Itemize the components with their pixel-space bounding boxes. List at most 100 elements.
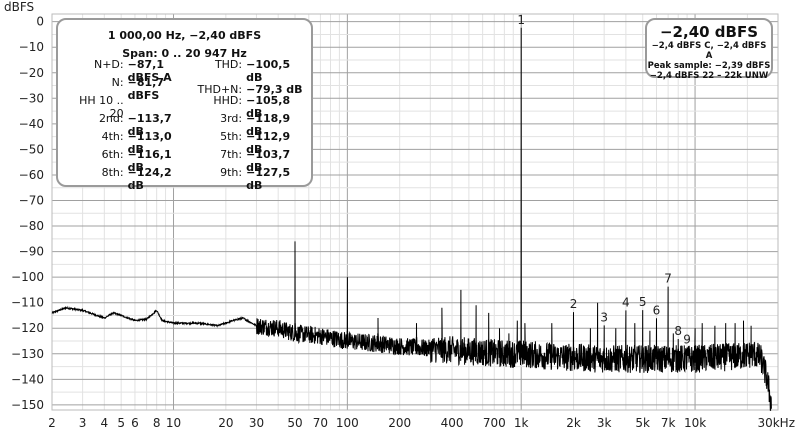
y-axis-unit: dBFS xyxy=(4,0,34,14)
x-tick-label: 400 xyxy=(441,416,464,430)
measurement-value: −127,5 dB xyxy=(246,166,291,192)
measurement-key: HHD: xyxy=(213,94,243,107)
y-tick-label: −50 xyxy=(19,142,44,156)
measurement-key: 4th: xyxy=(101,130,124,143)
y-tick-label: 0 xyxy=(36,15,44,29)
measurement-row: HH 10 .. 20 HHD: −105,8 dB xyxy=(66,94,303,120)
harmonic-label: 8 xyxy=(674,324,682,338)
plot-frame xyxy=(51,13,779,411)
x-tick-label: 2 xyxy=(48,416,56,430)
measurement-cell: N: −81,7 dBFS xyxy=(66,76,185,102)
x-tick-label: 30kHz xyxy=(757,416,795,430)
measurement-value: −105,8 dB xyxy=(246,94,291,120)
measurement-cell: THD: −100,5 dB xyxy=(185,58,304,84)
y-tick-label: −30 xyxy=(19,91,44,105)
x-tick-label: 2k xyxy=(566,416,581,430)
y-tick-label: −140 xyxy=(11,372,44,386)
measurement-key: 8th: xyxy=(101,166,124,179)
measurement-cell: N+D: −87,1 dBFS A xyxy=(66,58,185,84)
measurement-value: −113,0 dB xyxy=(127,130,172,156)
measurement-row: 8th: −124,2 dB 9th: −127,5 dB xyxy=(66,166,303,192)
x-tick-label: 200 xyxy=(388,416,411,430)
harmonic-label: 3 xyxy=(600,310,608,324)
measurement-value: −87,1 dBFS A xyxy=(127,58,172,84)
measurement-cell: 5th: −112,9 dB xyxy=(185,130,304,156)
x-tick-label: 10 xyxy=(166,416,181,430)
x-tick-label: 100 xyxy=(336,416,359,430)
x-tick-label: 70 xyxy=(313,416,328,430)
measurement-value: −116,1 dB xyxy=(127,148,172,174)
x-tick-label: 30 xyxy=(249,416,264,430)
measurement-row: 4th: −113,0 dB 5th: −112,9 dB xyxy=(66,130,303,156)
y-tick-label: −90 xyxy=(19,245,44,259)
measurement-value: −112,9 dB xyxy=(246,130,291,156)
x-tick-label: 3k xyxy=(597,416,612,430)
harmonic-label: 4 xyxy=(622,295,630,309)
measurement-cell: 3rd: −118,9 dB xyxy=(185,112,304,138)
measurement-row: 2nd: −113,7 dB 3rd: −118,9 dB xyxy=(66,112,303,138)
x-tick-label: 4 xyxy=(101,416,109,430)
x-tick-label: 1k xyxy=(514,416,529,430)
x-tick-label: 3 xyxy=(79,416,87,430)
measurement-key: THD+N: xyxy=(197,82,243,96)
measurement-info-panel: 1 000,00 Hz, −2,40 dBFS Span: 0 .. 20 94… xyxy=(56,18,313,192)
y-tick-label: −60 xyxy=(19,168,44,182)
measurement-cell: THD+N: −79,3 dB xyxy=(185,83,304,96)
level-weighted: −2,4 dBFS C, −2,4 dBFS A xyxy=(651,41,767,61)
measurement-key: 2nd: xyxy=(98,112,124,125)
measurement-key: 9th: xyxy=(220,166,243,179)
harmonic-label: 2 xyxy=(570,297,578,311)
harmonic-label: 7 xyxy=(664,272,672,286)
y-tick-label: −120 xyxy=(11,321,44,335)
x-tick-label: 6 xyxy=(131,416,139,430)
measurement-cell: 2nd: −113,7 dB xyxy=(66,112,185,138)
y-tick-label: −110 xyxy=(11,296,44,310)
harmonic-label: 1 xyxy=(517,13,525,27)
measurement-key: 3rd: xyxy=(220,112,243,125)
measurement-cell: 4th: −113,0 dB xyxy=(66,130,185,156)
measurement-key: 7th: xyxy=(220,148,243,161)
measurement-key: HH 10 .. 20 xyxy=(79,94,124,120)
measurement-key: N: xyxy=(111,76,124,89)
measurement-value: −118,9 dB xyxy=(246,112,291,138)
peak-sample: Peak sample: −2,39 dBFS xyxy=(647,61,771,71)
x-axis: 2 3 4 5 6 8 10 20 30 50 70 100 200 400 700 1k 2k 3k 5k 7k 10… xyxy=(48,416,795,430)
x-tick-label: 20 xyxy=(218,416,233,430)
x-tick-label: 50 xyxy=(287,416,302,430)
measurement-value: −79,3 dB xyxy=(246,82,303,96)
level-value: −2,40 dBFS xyxy=(659,23,759,41)
y-tick-label: −20 xyxy=(19,66,44,80)
measurement-cell: 9th: −127,5 dB xyxy=(185,166,304,192)
span-readout: Span: 0 .. 20 947 Hz xyxy=(122,46,247,60)
measurement-cell: 6th: −116,1 dB xyxy=(66,148,185,174)
y-tick-label: −80 xyxy=(19,219,44,233)
x-tick-label: 5 xyxy=(117,416,125,430)
level-readout-panel: −2,40 dBFS −2,4 dBFS C, −2,4 dBFS A Peak… xyxy=(645,18,773,81)
measurement-value: −124,2 dB xyxy=(127,166,172,192)
measurement-cell: 8th: −124,2 dB xyxy=(66,166,185,192)
measurement-row: 6th: −116,1 dB 7th: −103,7 dB xyxy=(66,148,303,174)
x-tick-label: 8 xyxy=(153,416,161,430)
fundamental-readout: 1 000,00 Hz, −2,40 dBFS xyxy=(107,28,262,42)
measurement-cell: HH 10 .. 20 xyxy=(66,94,185,120)
y-tick-label: −70 xyxy=(19,194,44,208)
measurement-key: 6th: xyxy=(101,148,124,161)
measurement-rows: N+D: −87,1 dBFS A THD: −100,5 dB N: −81,7 dBF… xyxy=(66,58,304,192)
measurement-key: N+D: xyxy=(93,58,124,71)
measurement-value: −100,5 dB xyxy=(246,58,291,84)
measurement-row: N+D: −87,1 dBFS A THD: −100,5 dB xyxy=(66,58,303,84)
x-tick-label: 5k xyxy=(635,416,650,430)
y-tick-label: −150 xyxy=(11,398,44,412)
spectrum-trace xyxy=(51,27,772,411)
measurement-value: −81,7 dBFS xyxy=(127,76,164,102)
measurement-key: THD: xyxy=(214,58,243,71)
harmonic-label: 5 xyxy=(639,295,647,309)
measurement-cell: 7th: −103,7 dB xyxy=(185,148,304,174)
y-tick-label: −40 xyxy=(19,117,44,131)
y-tick-label: −10 xyxy=(19,40,44,54)
measurement-cell: HHD: −105,8 dB xyxy=(185,94,304,120)
y-tick-label: −100 xyxy=(11,270,44,284)
x-tick-label: 700 xyxy=(483,416,506,430)
harmonic-label: 9 xyxy=(683,332,691,346)
measurement-row: N: −81,7 dBFS THD+N: −79,3 dB xyxy=(66,76,304,102)
